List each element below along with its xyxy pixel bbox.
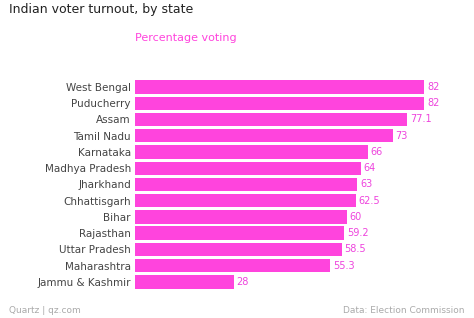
Bar xyxy=(135,178,357,191)
Text: 66: 66 xyxy=(371,147,383,157)
Text: 73: 73 xyxy=(395,131,408,141)
Bar xyxy=(135,97,424,110)
Text: 64: 64 xyxy=(364,163,376,173)
Bar xyxy=(135,129,392,142)
Text: 60: 60 xyxy=(350,212,362,222)
Text: 55.3: 55.3 xyxy=(333,261,355,271)
Text: 82: 82 xyxy=(427,82,440,92)
Bar xyxy=(135,145,368,159)
Bar xyxy=(135,194,356,207)
Bar xyxy=(135,259,330,272)
Bar xyxy=(135,113,407,126)
Bar xyxy=(135,162,361,175)
Text: Percentage voting: Percentage voting xyxy=(135,33,237,43)
Bar xyxy=(135,243,341,256)
Text: 28: 28 xyxy=(237,277,249,287)
Text: 82: 82 xyxy=(427,98,440,108)
Bar xyxy=(135,80,424,94)
Bar xyxy=(135,226,344,240)
Bar xyxy=(135,275,234,288)
Text: 63: 63 xyxy=(360,179,373,190)
Text: Indian voter turnout, by state: Indian voter turnout, by state xyxy=(9,3,194,16)
Text: 77.1: 77.1 xyxy=(410,114,432,124)
Text: Data: Election Commission: Data: Election Commission xyxy=(343,306,465,315)
Bar xyxy=(135,210,347,224)
Text: Quartz | qz.com: Quartz | qz.com xyxy=(9,306,81,315)
Text: 62.5: 62.5 xyxy=(358,196,380,206)
Text: 59.2: 59.2 xyxy=(347,228,368,238)
Text: 58.5: 58.5 xyxy=(344,245,366,254)
